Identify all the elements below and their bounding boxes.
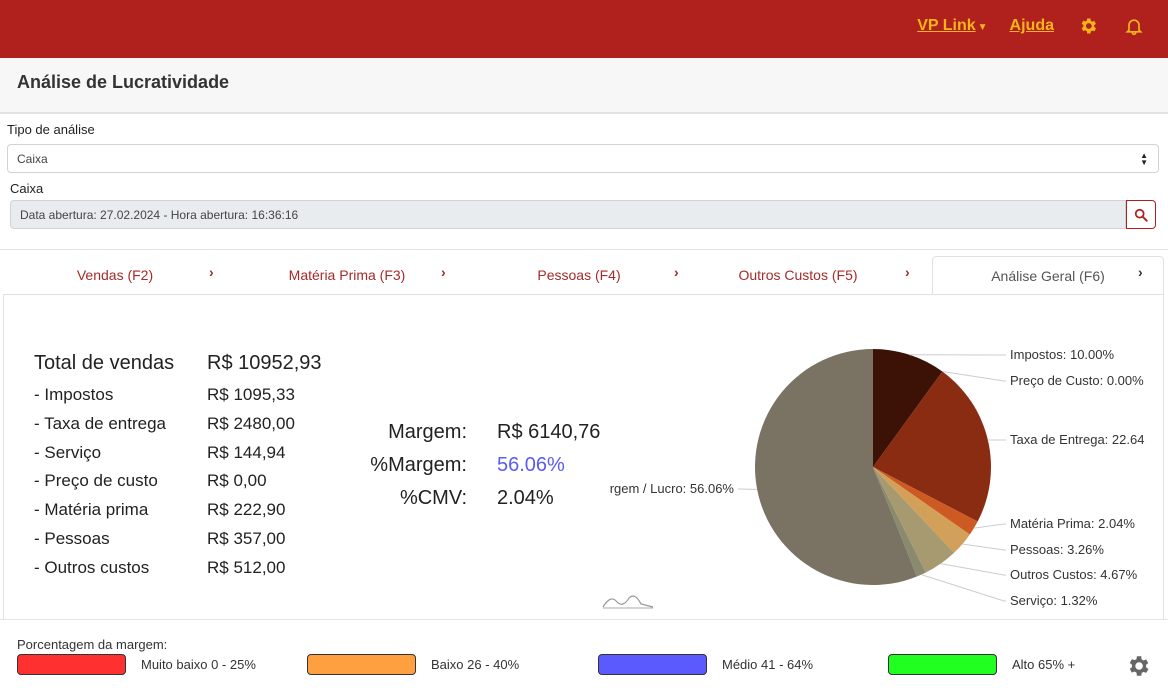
- chart-wave-icon: [602, 595, 654, 609]
- search-icon: [1134, 208, 1148, 222]
- total-vendas-label: Total de vendas: [34, 352, 175, 374]
- swatch-baixo: [307, 654, 416, 675]
- pessoas-value: R$ 357,00: [207, 529, 286, 548]
- pie-slice-label: Pessoas: 3.26%: [1010, 542, 1104, 557]
- preco-custo-label: - Preço de custo: [34, 471, 158, 490]
- caixa-label: Caixa: [10, 181, 44, 196]
- page-header: Análise de Lucratividade: [0, 58, 1168, 114]
- tab-vendas[interactable]: Vendas (F2): [76, 267, 154, 283]
- chevron-right-icon: ›: [674, 264, 679, 280]
- materia-prima-label: - Matéria prima: [34, 500, 149, 519]
- legend-title: Porcentagem da margem:: [17, 637, 168, 652]
- taxa-entrega-value: R$ 2480,00: [207, 414, 295, 433]
- cmv-value: 2.04%: [497, 487, 554, 509]
- vp-link-menu[interactable]: VP Link ▼: [917, 17, 987, 35]
- pie-slice-label: rgem / Lucro: 56.06%: [610, 481, 735, 496]
- swatch-medio: [598, 654, 707, 675]
- chevron-right-icon: ›: [1138, 264, 1143, 280]
- impostos-value: R$ 1095,33: [207, 385, 295, 404]
- cmv-label: %CMV:: [399, 487, 467, 509]
- pie-slice-label: Impostos: 10.00%: [1010, 347, 1114, 362]
- servico-value: R$ 144,94: [207, 443, 286, 462]
- tab-analise-geral[interactable]: Análise Geral (F6): [932, 256, 1164, 294]
- pie-slice-label: Outros Custos: 4.67%: [1010, 567, 1138, 582]
- pct-margem-label: %Margem:: [370, 454, 467, 476]
- select-arrows-icon: ▲ ▼: [1140, 151, 1148, 167]
- tab-outros-custos[interactable]: Outros Custos (F5): [738, 267, 858, 283]
- divider: [0, 249, 1168, 250]
- vp-link-label: VP Link: [917, 17, 976, 34]
- navbar-links: VP Link ▼ Ajuda: [917, 0, 1146, 52]
- tab-pessoas[interactable]: Pessoas (F4): [537, 267, 621, 283]
- margem-label: Margem:: [388, 421, 467, 443]
- pie-slice: [754, 349, 917, 585]
- legend-baixo: Baixo 26 - 40%: [431, 657, 520, 672]
- pie-slice-label: Matéria Prima: 2.04%: [1010, 516, 1135, 531]
- caixa-field: Data abertura: 27.02.2024 - Hora abertur…: [10, 200, 1126, 229]
- taxa-entrega-label: - Taxa de entrega: [34, 414, 166, 433]
- margin-legend: Porcentagem da margem: Muito baixo 0 - 2…: [0, 619, 1168, 688]
- impostos-label: - Impostos: [34, 385, 114, 404]
- pie-slice: [873, 467, 978, 535]
- swatch-alto: [888, 654, 997, 675]
- pie-slice-label: Serviço: 1.32%: [1010, 593, 1098, 608]
- pie-slice: [873, 467, 955, 573]
- gear-icon[interactable]: [1076, 14, 1100, 38]
- pie-leader-line: [973, 523, 1006, 529]
- pie-slice: [873, 467, 970, 553]
- tipo-analise-value: Caixa: [17, 152, 48, 166]
- swatch-muito-baixo: [17, 654, 126, 675]
- materia-prima-value: R$ 222,90: [207, 500, 286, 519]
- legend-alto: Alto 65% +: [1012, 657, 1076, 672]
- ajuda-link[interactable]: Ajuda: [1009, 17, 1054, 34]
- bell-icon[interactable]: [1122, 14, 1146, 38]
- pie-leader-line: [962, 543, 1006, 551]
- pie-chart: Impostos: 10.00% Preço de Custo: 0.00% Tax…: [610, 347, 1145, 608]
- caret-down-icon: ▼: [977, 22, 988, 33]
- page-title: Análise de Lucratividade: [17, 72, 230, 92]
- pie-slice-label: Preço de Custo: 0.00%: [1010, 373, 1144, 388]
- gear-icon[interactable]: [1125, 653, 1151, 684]
- tipo-analise-label: Tipo de análise: [7, 122, 95, 137]
- caixa-search-button[interactable]: [1126, 200, 1156, 229]
- pie-slice: [873, 371, 991, 522]
- pessoas-label: - Pessoas: [34, 529, 110, 548]
- chevron-right-icon: ›: [441, 264, 446, 280]
- chevron-right-icon: ›: [905, 264, 910, 280]
- outros-custos-value: R$ 512,00: [207, 558, 286, 577]
- tab-materia-prima[interactable]: Matéria Prima (F3): [288, 267, 406, 283]
- margem-value: R$ 6140,76: [497, 421, 601, 443]
- servico-label: - Serviço: [34, 443, 102, 462]
- pct-margem-value: 56.06%: [497, 454, 565, 476]
- pie-slice: [873, 467, 926, 577]
- pie-leader-line: [942, 371, 1006, 382]
- pie-leader-line: [921, 574, 1006, 602]
- pie-leader-line: [940, 563, 1006, 576]
- legend-medio: Médio 41 - 64%: [722, 657, 814, 672]
- legend-muito-baixo: Muito baixo 0 - 25%: [141, 657, 256, 672]
- top-navbar: VP Link ▼ Ajuda: [0, 0, 1168, 58]
- outros-custos-label: - Outros custos: [34, 558, 150, 577]
- tipo-analise-select[interactable]: Caixa ▲ ▼: [7, 144, 1159, 173]
- chevron-right-icon: ›: [209, 264, 214, 280]
- pie-slice-label: Taxa de Entrega: 22.64: [1010, 432, 1144, 447]
- total-vendas-value: R$ 10952,93: [207, 352, 322, 374]
- pie-slice: [873, 349, 943, 467]
- preco-custo-value: R$ 0,00: [207, 471, 267, 490]
